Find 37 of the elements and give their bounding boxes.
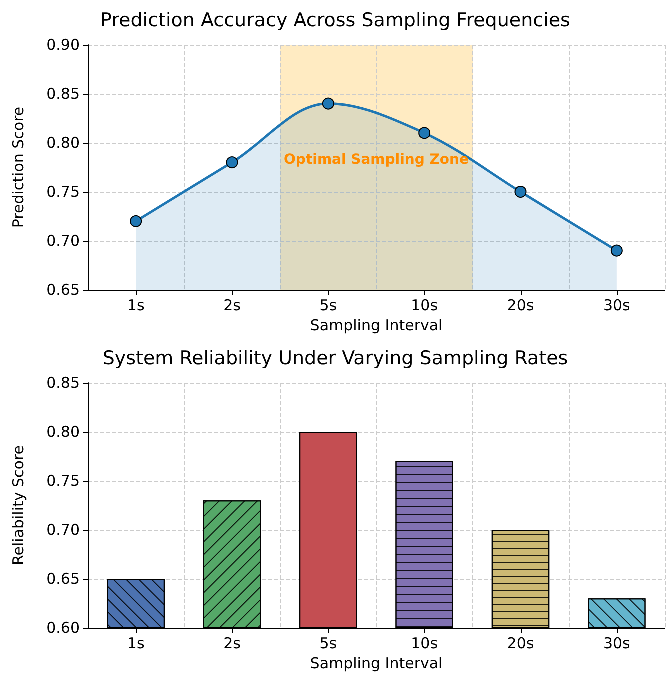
- chart-title: System Reliability Under Varying Sampling Rates: [102, 348, 568, 370]
- x-tick-label: 20s: [507, 634, 534, 652]
- x-tick-label: 1s: [127, 634, 145, 652]
- annotation: Optimal Sampling Zone: [284, 152, 469, 168]
- y-axis-title: Reliability Score: [10, 445, 28, 566]
- point: [322, 98, 334, 110]
- y-tick-label: 0.85: [46, 374, 80, 392]
- y-tick-label: 0.85: [46, 85, 80, 103]
- y-axis-title: Prediction Score: [10, 106, 28, 228]
- y-tick-label: 0.70: [46, 521, 80, 539]
- y-tick-label: 0.65: [46, 281, 80, 299]
- point: [514, 186, 527, 198]
- x-tick-label: 5s: [320, 296, 338, 314]
- x-tick-label: 1s: [127, 296, 145, 314]
- y-tick-label: 0.75: [46, 472, 80, 490]
- y-tick-label: 0.65: [46, 570, 80, 588]
- point: [610, 244, 623, 257]
- y-tick-label: 0.90: [46, 36, 80, 54]
- x-axis-title: Sampling Interval: [310, 654, 443, 672]
- x-tick-label: 10s: [411, 296, 438, 314]
- y-tick-label: 0.80: [46, 423, 80, 441]
- x-tick-label: 30s: [603, 296, 631, 314]
- point: [226, 156, 238, 169]
- x-tick-label: 2s: [224, 296, 242, 314]
- x-tick-label: 5s: [320, 634, 338, 652]
- y-tick-label: 0.75: [46, 183, 80, 201]
- x-tick-label: 30s: [603, 634, 631, 652]
- x-axis-title: Sampling Interval: [310, 316, 443, 334]
- y-tick-label: 0.60: [46, 619, 80, 637]
- chart-title: Prediction Accuracy Across Sampling Frequencies: [100, 10, 570, 32]
- y-tick-label: 0.80: [46, 134, 80, 152]
- point: [130, 215, 142, 228]
- x-tick-label: 10s: [411, 634, 438, 652]
- point: [418, 127, 431, 140]
- x-tick-label: 20s: [507, 296, 534, 314]
- x-tick-label: 2s: [224, 634, 242, 652]
- y-tick-label: 0.70: [46, 232, 80, 250]
